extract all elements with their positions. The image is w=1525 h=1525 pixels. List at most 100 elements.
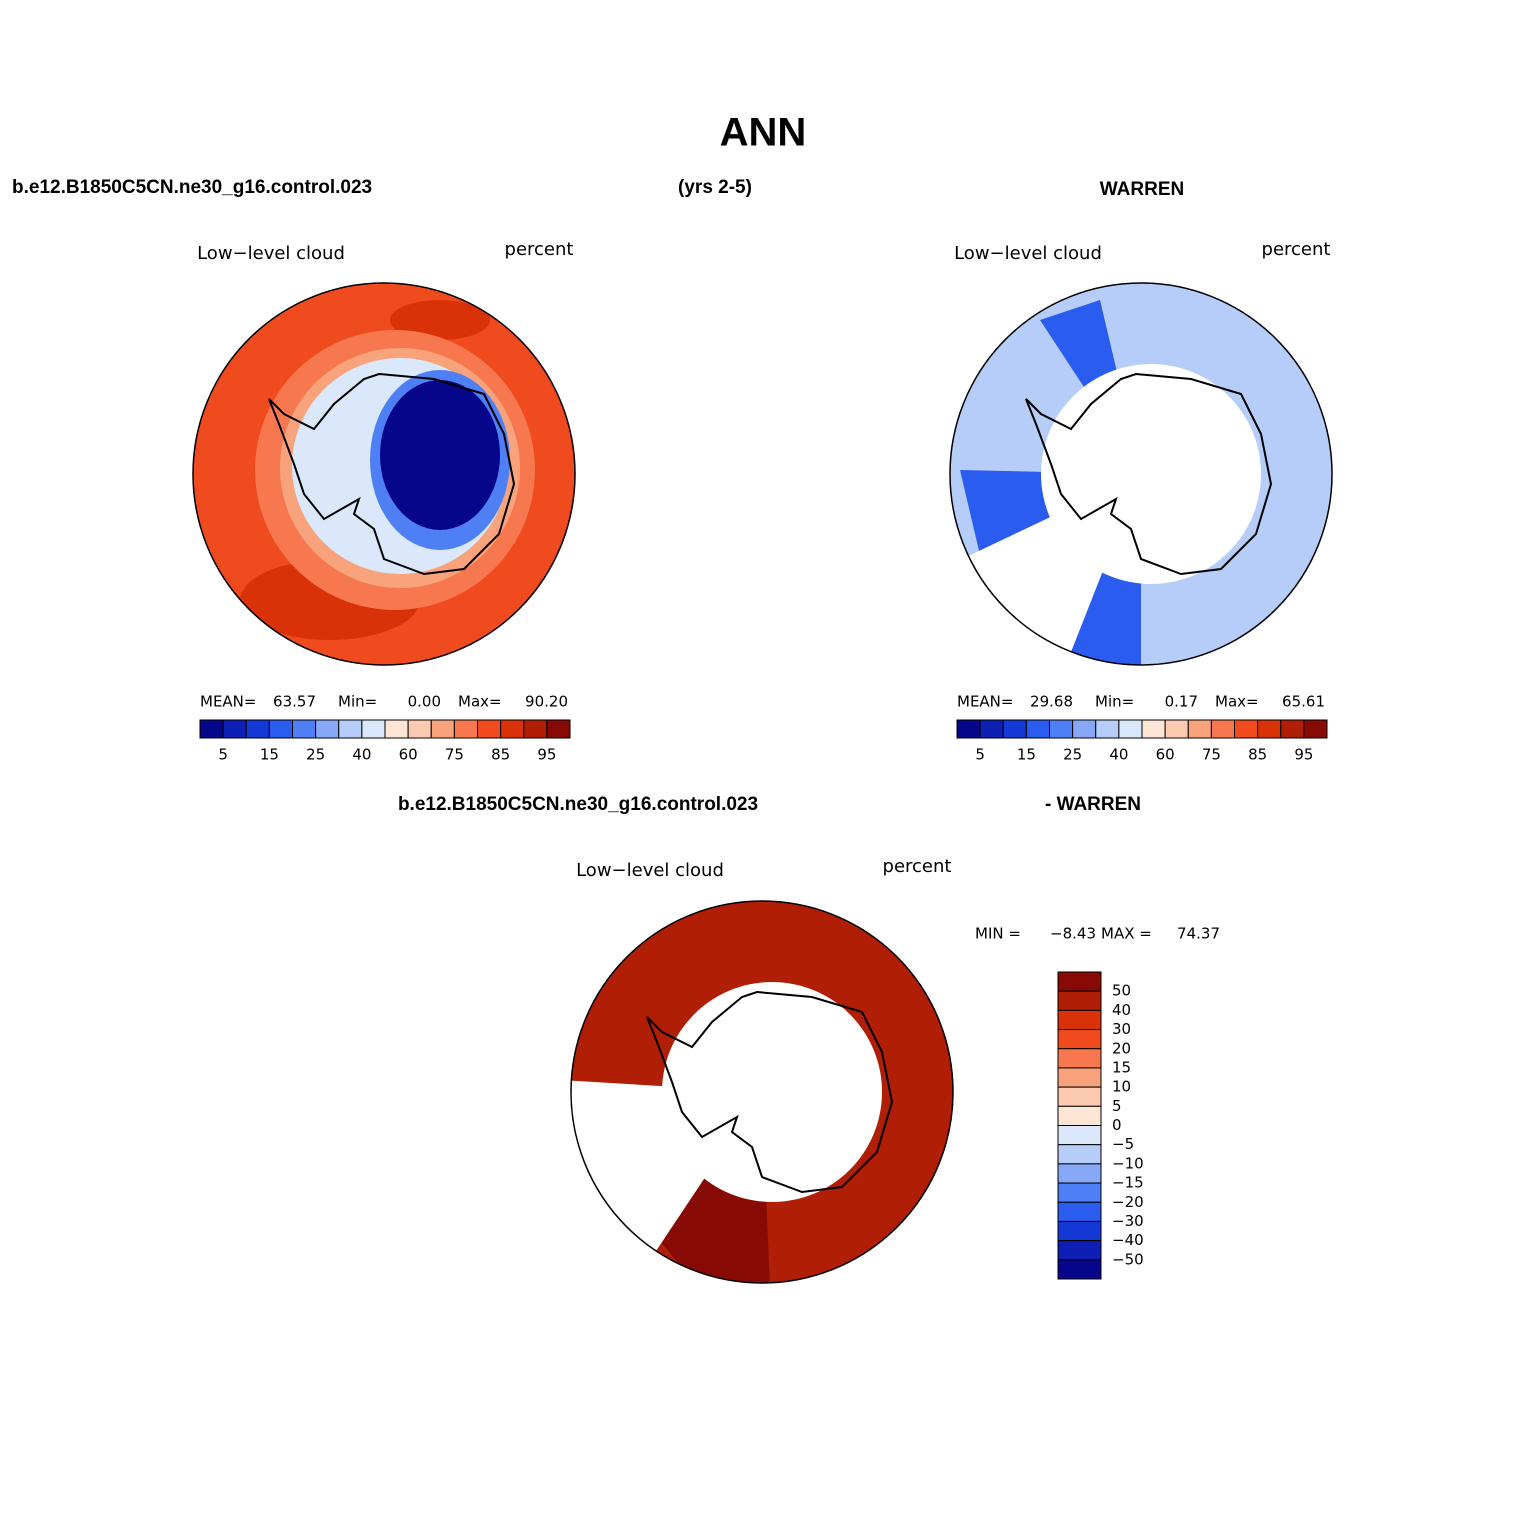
stat-label: Min= [1095,693,1134,711]
case-name: b.e12.B1850C5CN.ne30_g16.control.023 [12,177,372,198]
colorbar-label: −15 [1112,1174,1144,1192]
colorbar-box [500,719,525,739]
colorbar-label: 85 [491,746,510,764]
colorbar-box [430,719,455,739]
colorbar-box [1057,1086,1102,1107]
colorbar-box [1057,1259,1102,1280]
colorbar-box [1072,719,1097,739]
colorbar-box [1303,719,1328,739]
colorbar-box [199,719,224,739]
stat-value: 63.57 [273,693,316,711]
colorbar-box [407,719,432,739]
colorbar-box [1057,1163,1102,1184]
colorbar-label: −5 [1112,1135,1134,1153]
colorbar-label: 60 [1156,746,1175,764]
colorbar-box [1234,719,1259,739]
colorbar-label: 15 [260,746,279,764]
colorbar-label: 50 [1112,982,1131,1000]
colorbar-label: 5 [975,746,985,764]
colorbar-box [361,719,386,739]
colorbar-label: −20 [1112,1193,1144,1211]
colorbar-box [268,719,293,739]
colorbar-label: 15 [1112,1058,1131,1076]
map-border [570,900,954,1284]
colorbar-box [477,719,502,739]
colorbar-box [1057,1144,1102,1165]
colorbar-box [245,719,270,739]
colorbar-label: 25 [306,746,325,764]
obs-name: WARREN [1100,179,1184,200]
colorbar-box [1257,719,1282,739]
map [950,283,1332,665]
colorbar-box [956,719,981,739]
colorbar-box [1095,719,1120,739]
colorbar-box [1057,1048,1102,1069]
colorbar-label: 40 [352,746,371,764]
units: percent [1262,239,1331,260]
colorbar-label: 20 [1112,1039,1131,1057]
stat-label: Max= [1215,693,1259,711]
colorbar-label: −40 [1112,1231,1144,1249]
colorbar-box [1057,1201,1102,1222]
colorbar-label: 60 [399,746,418,764]
colorbar-box [338,719,363,739]
colorbar-box [1210,719,1235,739]
colorbar-label: 75 [445,746,464,764]
map-border [949,282,1333,666]
colorbar-box [453,719,478,739]
colorbar-box [546,719,571,739]
colorbar-label: −30 [1112,1212,1144,1230]
years: (yrs 2-5) [678,177,752,198]
colorbar-label: 30 [1112,1020,1131,1038]
units: percent [505,239,574,260]
colorbar-box [1057,1125,1102,1146]
obs-name: - WARREN [1045,794,1141,815]
colorbar-box [315,719,340,739]
colorbar-label: 10 [1112,1078,1131,1096]
colorbar-box [1057,1029,1102,1050]
map-border [192,282,576,666]
stat-value: 0.17 [1165,693,1198,711]
colorbar-label: 40 [1112,1001,1131,1019]
max-label: MAX = [1101,925,1152,943]
colorbar-box [292,719,317,739]
field-name: Low−level cloud [197,243,345,264]
max-value: 74.37 [1177,925,1220,943]
colorbar-label: 15 [1017,746,1036,764]
colorbar-label: 85 [1248,746,1267,764]
colorbar-box [979,719,1004,739]
colorbar-box [222,719,247,739]
stat-label: MEAN= [957,693,1013,711]
colorbar-label: 25 [1063,746,1082,764]
stat-value: 29.68 [1030,693,1073,711]
colorbar-box [1057,1009,1102,1031]
colorbar-box [1057,1105,1102,1126]
colorbar-label: 40 [1109,746,1128,764]
colorbar-box [1057,1240,1102,1261]
stat-label: Min= [338,693,377,711]
min-value: −8.43 [1050,925,1096,943]
colorbar-label: −10 [1112,1154,1144,1172]
colorbar-box [1187,719,1212,739]
colorbar-box [1141,719,1166,739]
field-name: Low−level cloud [576,860,724,881]
colorbar-label: 95 [1294,746,1313,764]
colorbar-box [1057,971,1102,992]
colorbar-label: 5 [1112,1097,1122,1115]
colorbar-box [1280,719,1305,739]
map [571,901,953,1283]
colorbar-label: 5 [218,746,228,764]
units: percent [883,856,952,877]
colorbar-box [1057,1220,1102,1242]
colorbar-box [1164,719,1189,739]
colorbar-box [1057,1182,1102,1203]
colorbar-label: −50 [1112,1250,1144,1268]
colorbar-label: 0 [1112,1116,1122,1134]
colorbar-box [1049,719,1074,739]
colorbar-box [1057,990,1102,1011]
colorbar-box [1002,719,1027,739]
colorbar-box [384,719,409,739]
colorbar-box [1118,719,1143,739]
stat-label: MEAN= [200,693,256,711]
